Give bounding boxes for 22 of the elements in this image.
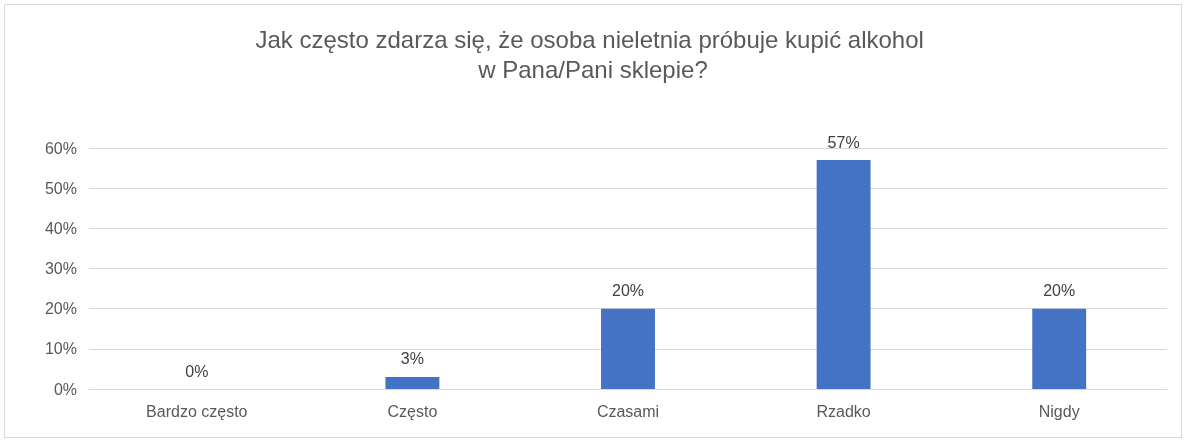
bar bbox=[1032, 308, 1087, 389]
data-label: 0% bbox=[185, 362, 209, 380]
x-tick-label: Bardzo często bbox=[146, 402, 248, 420]
y-tick-label: 60% bbox=[44, 139, 77, 157]
x-tick-label: Rzadko bbox=[816, 402, 871, 420]
bar bbox=[385, 376, 440, 389]
chart-title: Jak często zdarza się, że osoba nieletnia próbuje kupić alkohol w Pana/Pani sklepie? bbox=[255, 25, 931, 83]
bar bbox=[601, 308, 655, 389]
y-tick-label: 10% bbox=[44, 340, 77, 358]
bar bbox=[816, 160, 871, 389]
y-tick-label: 50% bbox=[44, 179, 77, 197]
y-tick-label: 30% bbox=[44, 260, 77, 277]
x-tick-label: Czasami bbox=[596, 402, 660, 420]
data-label: 20% bbox=[1043, 282, 1076, 300]
data-label: 3% bbox=[400, 350, 424, 368]
y-tick-label: 0% bbox=[53, 380, 77, 398]
x-tick-label: Często bbox=[387, 402, 438, 420]
data-label: 57% bbox=[827, 133, 860, 151]
y-tick-label: 20% bbox=[44, 300, 77, 318]
y-tick-label: 40% bbox=[44, 219, 77, 237]
x-tick-label: Nigdy bbox=[1038, 402, 1080, 420]
data-label: 20% bbox=[611, 282, 645, 300]
